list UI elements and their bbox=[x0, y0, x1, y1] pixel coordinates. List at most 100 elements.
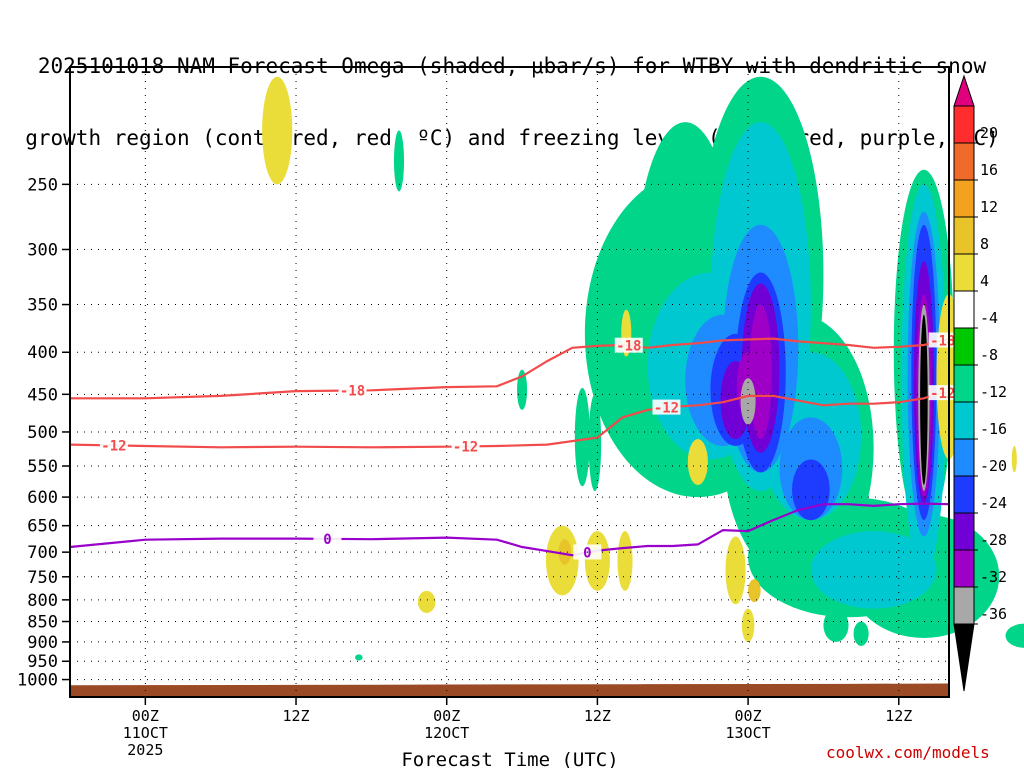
y-tick-label-500: 500 bbox=[27, 423, 58, 443]
plot-frame bbox=[69, 66, 950, 698]
y-tick-label-850: 850 bbox=[27, 613, 58, 633]
colorbar-segment-11 bbox=[953, 512, 975, 551]
colorbar-label-11: -28 bbox=[980, 531, 1007, 549]
omega-blob-20 bbox=[740, 378, 756, 425]
contour-label-freezing_level-0: 0 bbox=[323, 532, 331, 548]
colorbar-label-2: 12 bbox=[980, 198, 998, 216]
contour-label-dgz_-18-1: -18 bbox=[616, 339, 641, 355]
contour-label-dgz_-12-3: -12 bbox=[930, 386, 955, 402]
colorbar-segment-2 bbox=[953, 179, 975, 218]
omega-blob-31 bbox=[574, 387, 590, 487]
colorbar-label-13: -36 bbox=[980, 605, 1007, 623]
contour-freezing_level bbox=[69, 502, 950, 557]
colorbar-bottom-arrow bbox=[953, 623, 975, 692]
colorbar-label-10: -24 bbox=[980, 494, 1007, 512]
colorbar-label-7: -12 bbox=[980, 383, 1007, 401]
x-tick-label-48-1: 13OCT bbox=[726, 724, 771, 742]
y-tick-label-650: 650 bbox=[27, 517, 58, 537]
contour-label-dgz_-18-2: -18 bbox=[930, 333, 955, 349]
contour-dgz_-12 bbox=[69, 390, 950, 449]
contour-label-bg-dgz_-18-1 bbox=[614, 337, 643, 353]
colorbar-segment-13 bbox=[953, 586, 975, 625]
colorbar-segment-0 bbox=[953, 105, 975, 144]
y-tick-label-800: 800 bbox=[27, 591, 58, 611]
gridlines bbox=[70, 67, 949, 697]
colorbar-top-arrow bbox=[953, 74, 975, 107]
colorbar-segment-8 bbox=[953, 401, 975, 440]
contour-label-dgz_-12-1: -12 bbox=[453, 439, 478, 455]
contour-label-bg-dgz_-12-2 bbox=[652, 399, 681, 415]
colorbar-label-9: -20 bbox=[980, 457, 1007, 475]
omega-blob-40 bbox=[741, 608, 755, 642]
contour-label-bg-dgz_-12-0 bbox=[99, 437, 128, 453]
y-tick-label-400: 400 bbox=[27, 343, 58, 363]
colorbar-segment-4 bbox=[953, 253, 975, 292]
colorbar: 20 16 12 8 4 -4 -8 -12 -16 -20 -24 -28 -32 -36 bbox=[953, 74, 1007, 692]
contour-label-bg-freezing_level-1 bbox=[573, 544, 602, 560]
x-axis-label: Forecast Time (UTC) bbox=[401, 749, 618, 768]
x-tick-label-48-0: 00Z bbox=[735, 707, 762, 725]
contour-label-freezing_level-1: 0 bbox=[583, 545, 591, 561]
x-tick-label-24-0: 00Z bbox=[433, 707, 460, 725]
omega-blob-49 bbox=[417, 590, 436, 614]
y-tick-label-450: 450 bbox=[27, 385, 58, 405]
omega-blob-41 bbox=[748, 579, 761, 603]
x-tick-label-36-0: 12Z bbox=[584, 707, 611, 725]
x-tick-label-60-0: 12Z bbox=[885, 707, 912, 725]
contour-label-bg-freezing_level-0 bbox=[313, 530, 342, 546]
colorbar-segment-6 bbox=[953, 327, 975, 366]
ground-surface bbox=[70, 683, 949, 697]
colorbar-segment-10 bbox=[953, 475, 975, 514]
omega-blob-39 bbox=[725, 536, 746, 605]
x-tick-label-0-1: 11OCT bbox=[123, 724, 168, 742]
omega-blob-35 bbox=[823, 608, 849, 642]
omega-shading bbox=[262, 76, 1024, 661]
colorbar-segment-9 bbox=[953, 438, 975, 477]
omega-blob-33 bbox=[517, 369, 528, 410]
contour-label-bg-dgz_-12-1 bbox=[451, 438, 480, 454]
colorbar-label-12: -32 bbox=[980, 568, 1007, 586]
contour-label-dgz_-12-0: -12 bbox=[101, 438, 126, 454]
y-tick-label-1000: 1000 bbox=[17, 671, 58, 691]
colorbar-segment-3 bbox=[953, 216, 975, 255]
x-tick-label-12-0: 12Z bbox=[282, 707, 309, 725]
y-axis: 2503003504004505005506006507007508008509… bbox=[17, 175, 70, 691]
omega-blob-38 bbox=[687, 439, 708, 485]
omega-blob-51 bbox=[355, 654, 363, 661]
contour-label-dgz_-18-0: -18 bbox=[340, 384, 365, 400]
y-tick-label-300: 300 bbox=[27, 240, 58, 260]
omega-blob-43 bbox=[617, 531, 633, 591]
omega-blob-9 bbox=[810, 531, 937, 609]
colorbar-label-1: 16 bbox=[980, 161, 998, 179]
omega-blob-50 bbox=[1011, 445, 1017, 473]
omega-blob-32 bbox=[588, 394, 602, 492]
y-tick-label-700: 700 bbox=[27, 543, 58, 563]
contour-label-bg-dgz_-18-0 bbox=[338, 382, 367, 398]
colorbar-label-5: -4 bbox=[980, 309, 998, 327]
colorbar-segment-5 bbox=[953, 290, 975, 329]
y-tick-label-350: 350 bbox=[27, 296, 58, 316]
y-tick-label-950: 950 bbox=[27, 652, 58, 672]
colorbar-label-6: -8 bbox=[980, 346, 998, 364]
contour-label-dgz_-12-2: -12 bbox=[654, 401, 679, 417]
credit-text: coolwx.com/models bbox=[826, 743, 990, 762]
omega-blob-29 bbox=[262, 76, 293, 185]
ground-layer bbox=[70, 683, 949, 697]
x-tick-label-0-2: 2025 bbox=[127, 741, 163, 759]
x-tick-label-0-0: 00Z bbox=[132, 707, 159, 725]
omega-blob-28 bbox=[920, 314, 928, 485]
y-tick-label-550: 550 bbox=[27, 457, 58, 477]
y-tick-label-900: 900 bbox=[27, 633, 58, 653]
colorbar-label-8: -16 bbox=[980, 420, 1007, 438]
colorbar-segment-1 bbox=[953, 142, 975, 181]
omega-blob-30 bbox=[393, 130, 405, 192]
y-tick-label-750: 750 bbox=[27, 568, 58, 588]
colorbar-label-3: 8 bbox=[980, 235, 989, 253]
x-tick-label-24-1: 12OCT bbox=[424, 724, 469, 742]
omega-blob-34 bbox=[1005, 623, 1024, 648]
colorbar-label-4: 4 bbox=[980, 272, 989, 290]
contour-dgz_-18 bbox=[70, 337, 950, 400]
x-axis: 00Z11OCT202512Z00Z12OCT12Z00Z13OCT12Z00Z… bbox=[123, 697, 912, 759]
y-tick-label-600: 600 bbox=[27, 488, 58, 508]
